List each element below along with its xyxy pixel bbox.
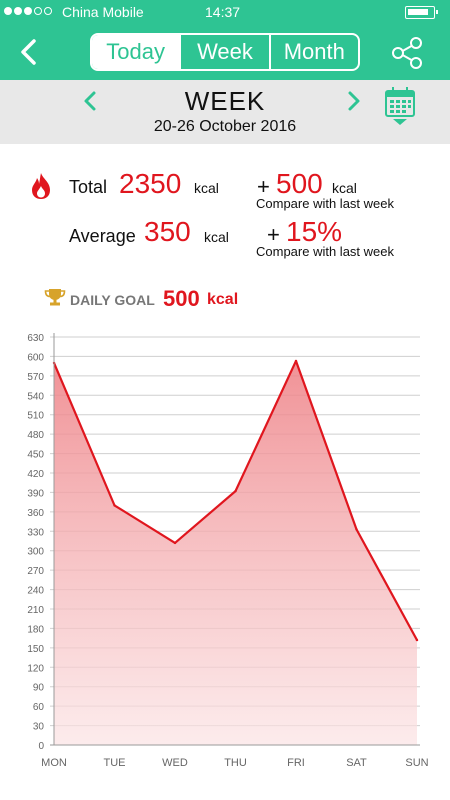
- status-bar: China Mobile 14:37: [0, 0, 450, 24]
- x-tick-label: SAT: [346, 757, 367, 769]
- x-tick-label: TUE: [104, 757, 126, 769]
- y-tick-label: 150: [27, 644, 44, 655]
- y-tick-label: 480: [27, 430, 44, 441]
- period-segmented-control: Today Week Month: [90, 33, 360, 71]
- daily-goal-value: 500: [163, 286, 200, 311]
- back-icon[interactable]: [14, 36, 46, 68]
- battery-icon: [405, 6, 438, 19]
- tab-today[interactable]: Today: [92, 35, 180, 69]
- average-diff-value: 15%: [286, 216, 343, 247]
- y-tick-label: 630: [27, 333, 44, 344]
- total-diff-unit: kcal: [332, 180, 357, 196]
- data-point: [294, 359, 298, 363]
- carrier-name: China Mobile: [62, 4, 144, 20]
- y-tick-label: 390: [27, 488, 44, 499]
- daily-goal-label: DAILY GOAL: [70, 292, 155, 308]
- y-tick-label: 30: [33, 722, 45, 733]
- y-tick-label: 420: [27, 469, 44, 480]
- tab-week[interactable]: Week: [179, 35, 268, 69]
- total-diff-sign: +: [257, 174, 270, 199]
- y-tick-label: 270: [27, 566, 44, 577]
- y-tick-label: 60: [33, 702, 45, 713]
- y-tick-label: 570: [27, 372, 44, 383]
- total-label: Total: [69, 177, 108, 197]
- trophy-icon: [44, 289, 66, 306]
- data-point: [355, 528, 358, 531]
- y-tick-label: 300: [27, 547, 44, 558]
- status-time: 14:37: [205, 4, 241, 20]
- data-point: [415, 638, 419, 642]
- tab-month[interactable]: Month: [268, 35, 358, 69]
- x-tick-label: SUN: [405, 757, 428, 769]
- y-tick-label: 600: [27, 352, 44, 363]
- data-point: [113, 504, 116, 507]
- y-tick-label: 510: [27, 411, 44, 422]
- weekly-calorie-chart: 0 30 60 90 120 150 180 210 240 270 300 330 360 390 420…: [27, 333, 429, 769]
- average-diff-sign: +: [267, 222, 280, 247]
- y-tick-label: 90: [33, 683, 45, 694]
- data-point: [173, 541, 177, 545]
- total-compare-text: Compare with last week: [256, 196, 394, 211]
- average-value: 350: [144, 216, 191, 247]
- y-tick-label: 330: [27, 527, 44, 538]
- y-tick-label: 450: [27, 450, 44, 461]
- x-tick-label: FRI: [287, 757, 305, 769]
- y-tick-label: 0: [38, 741, 44, 752]
- series-area: [54, 360, 417, 745]
- share-icon[interactable]: [390, 36, 424, 70]
- average-compare-text: Compare with last week: [256, 244, 394, 259]
- daily-goal-unit: kcal: [207, 291, 239, 308]
- data-point: [234, 489, 237, 493]
- app-header: Today Week Month: [0, 24, 450, 80]
- period-title: WEEK: [184, 86, 266, 116]
- period-navigation: WEEK 20-26 October 2016: [0, 80, 450, 144]
- period-date-range: 20-26 October 2016: [153, 118, 297, 135]
- flame-icon: [32, 173, 50, 199]
- chevron-left-icon[interactable]: [80, 90, 100, 112]
- x-tick-label: MON: [41, 757, 67, 769]
- total-diff-value: 500: [276, 168, 323, 199]
- y-tick-label: 180: [27, 624, 44, 635]
- x-tick-label: WED: [162, 757, 188, 769]
- x-tick-label: THU: [224, 757, 247, 769]
- total-unit: kcal: [194, 180, 219, 196]
- y-tick-label: 120: [27, 663, 44, 674]
- chevron-right-icon[interactable]: [344, 90, 364, 112]
- y-tick-label: 360: [27, 508, 44, 519]
- signal-strength-icon: [4, 7, 52, 15]
- calendar-icon[interactable]: [384, 86, 416, 126]
- total-value: 2350: [119, 168, 182, 199]
- y-tick-label: 540: [27, 391, 44, 402]
- average-unit: kcal: [204, 229, 229, 245]
- y-tick-label: 240: [27, 586, 44, 597]
- average-label: Average: [69, 226, 136, 246]
- y-tick-label: 210: [27, 605, 44, 616]
